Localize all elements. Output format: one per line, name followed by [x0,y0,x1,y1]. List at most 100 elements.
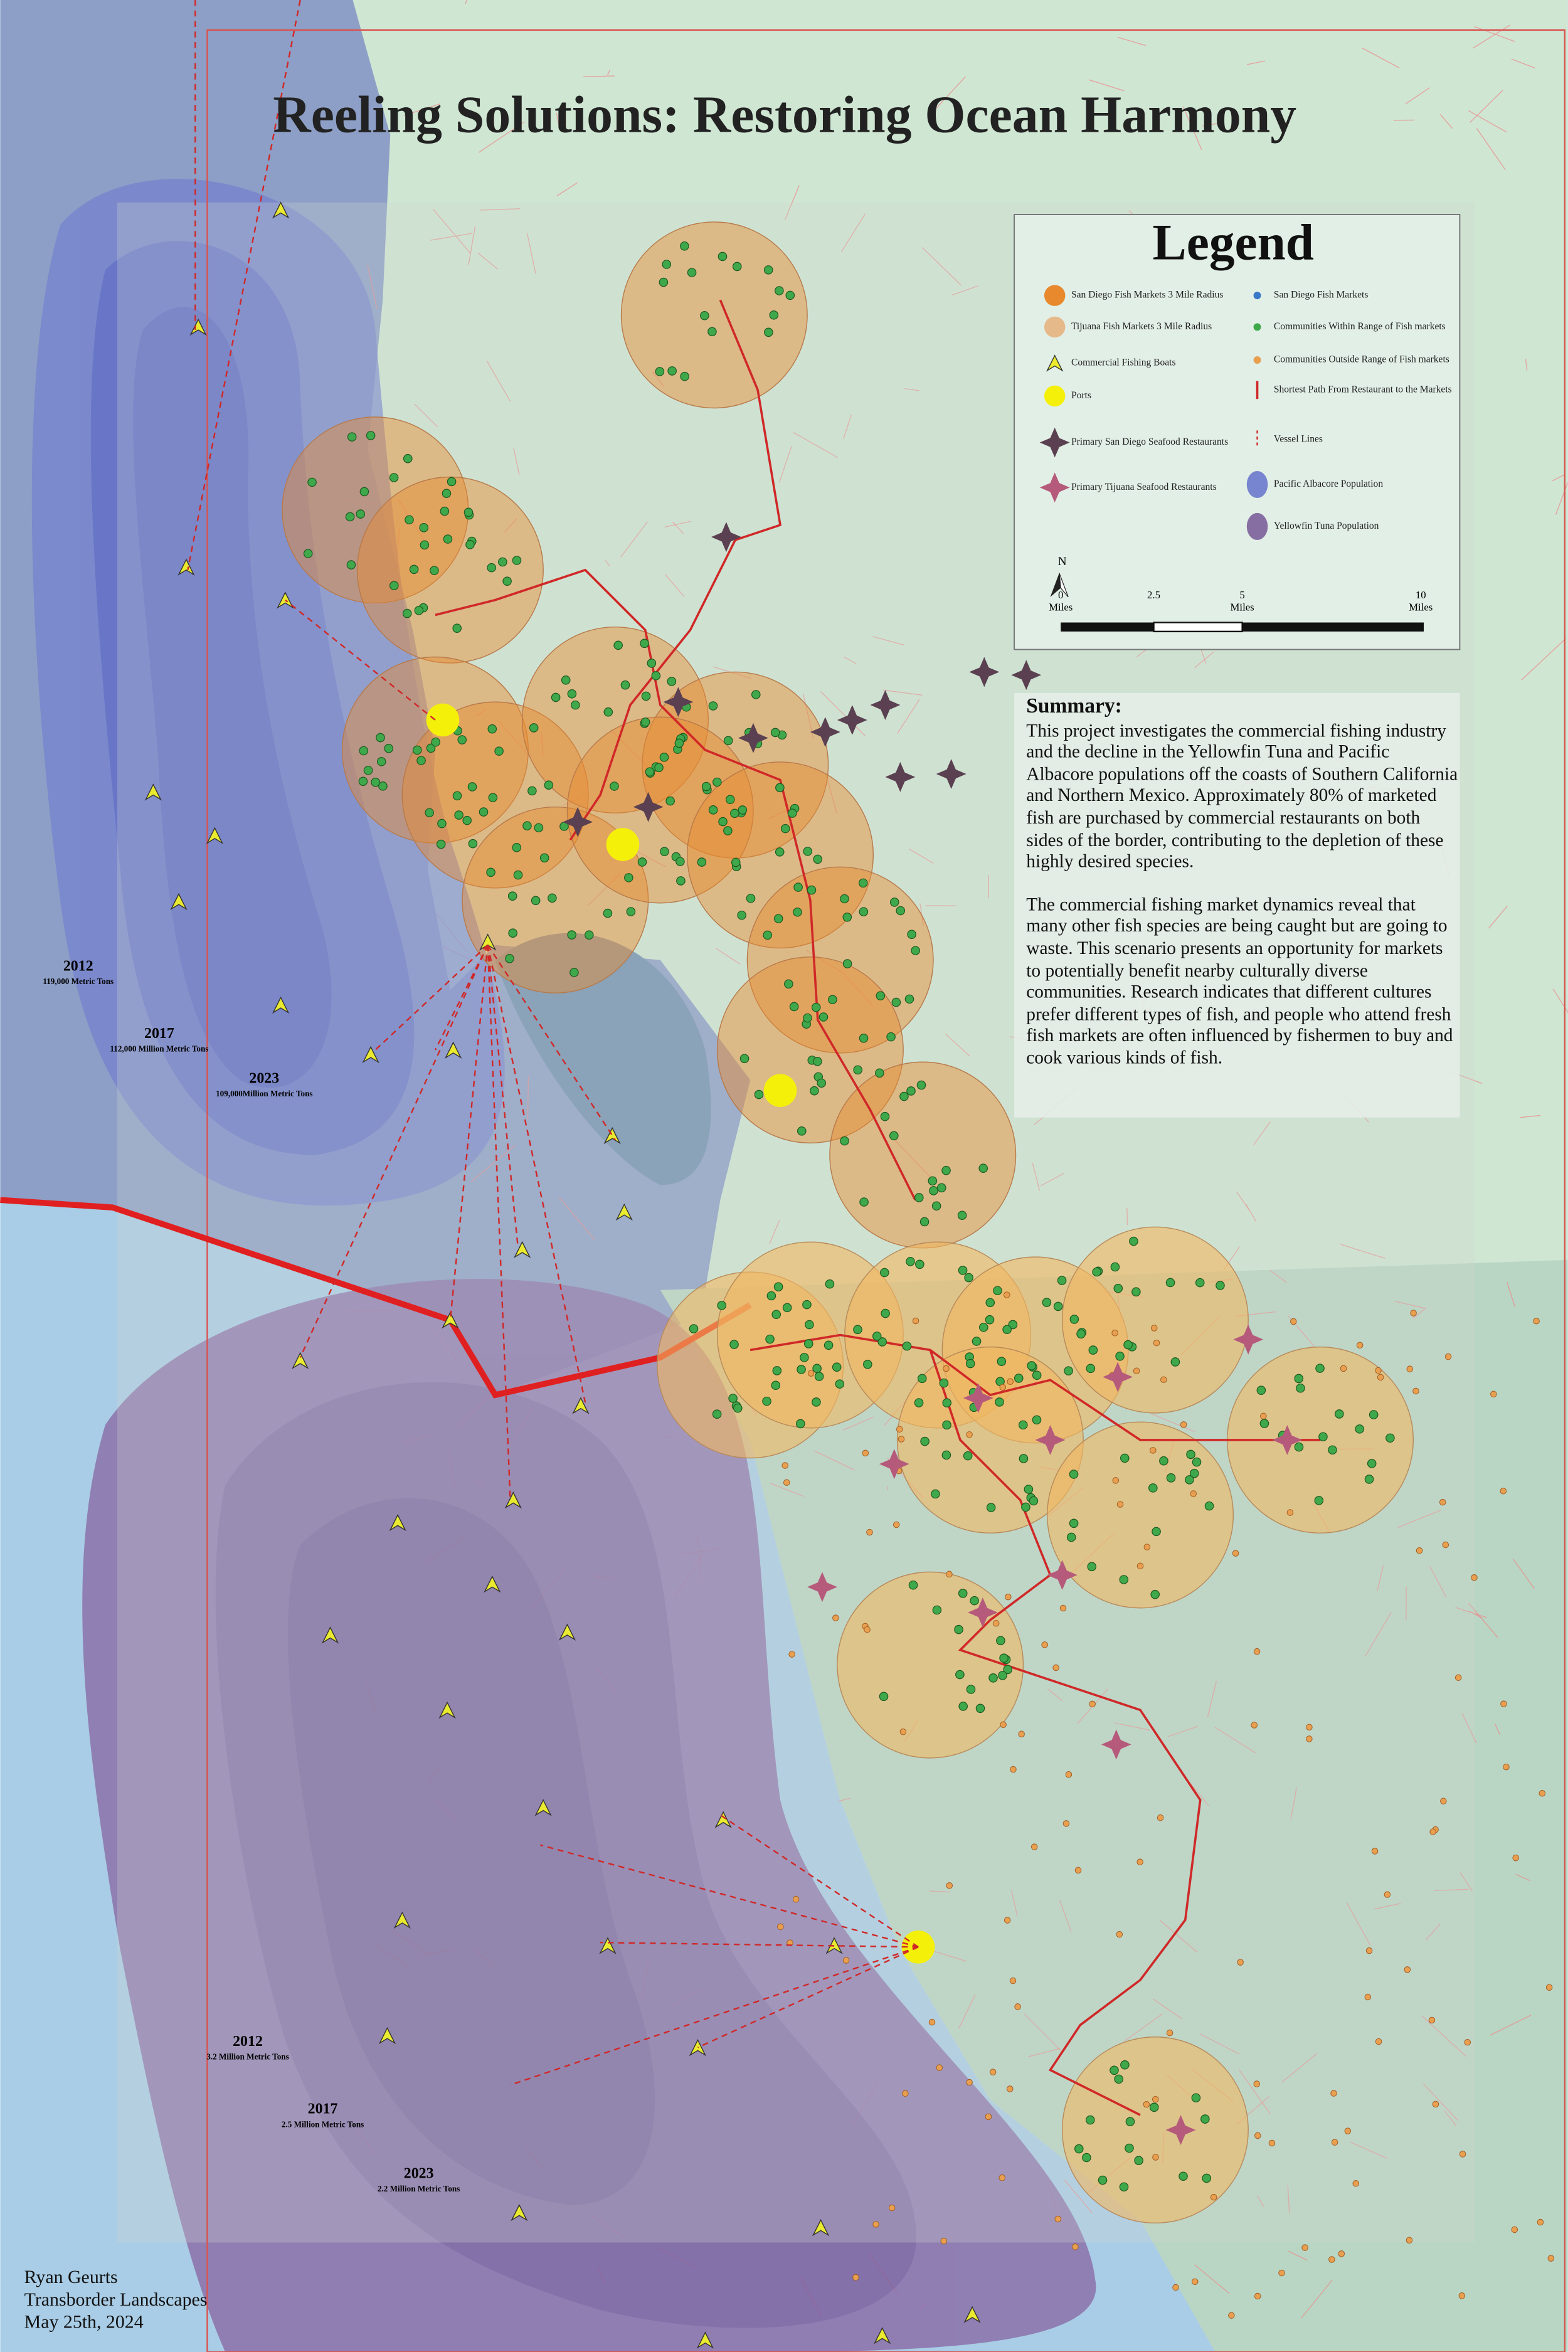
community-dot [708,701,718,711]
community-dot [426,743,436,753]
community-dot [805,1320,814,1330]
community-dot [464,507,474,517]
outside-dot [872,2221,879,2228]
outside-dot [1290,1318,1297,1325]
outside-dot [1429,1828,1436,1835]
road [1064,2180,1093,2213]
community-dot [1259,1419,1269,1428]
community-dot [1076,1329,1086,1339]
community-dot [904,994,914,1004]
community-dot [414,606,424,615]
community-dot [963,1451,973,1461]
outside-dot [1352,2180,1360,2187]
outside-dot [896,1426,903,1433]
community-dot [917,1374,927,1384]
road [958,1994,976,2029]
outside-dot [1406,1365,1414,1372]
road [1190,1783,1209,1806]
sd-restaurant [810,717,840,748]
community-dot [1131,1287,1141,1297]
community-dot [825,1279,835,1289]
community-dot [1057,1276,1067,1285]
community-dot [906,1257,915,1266]
outside-dot [1500,1700,1507,1707]
community-dot [914,1193,924,1202]
community-dot [412,745,422,755]
boat [292,1352,309,1370]
community-dot [610,781,619,791]
scale-unit: Miles [1409,601,1433,613]
outside-dot [1007,1378,1014,1385]
outside-dot [1545,1984,1553,1991]
outside-dot [1539,1790,1546,1797]
community-dot [1120,1453,1130,1463]
road [1511,58,1535,69]
community-dot [539,853,549,863]
sd-restaurant [870,690,901,720]
community-dot [303,549,313,558]
tj-radius [1061,2037,1249,2224]
community-dot [1066,1532,1076,1542]
community-dot [561,675,571,685]
outside-dot [866,1528,873,1536]
legend-label: Shortest Path From Restaurant to the Mar… [1274,384,1452,395]
outside-dot [888,2204,896,2212]
community-dot [785,290,795,300]
community-dot [996,1636,1005,1646]
summary-paragraph: The commercial fishing market dynamics r… [1026,893,1453,1068]
outside-dot [1268,2139,1276,2147]
community-dot [457,735,467,744]
community-dot [452,791,462,801]
community-dot [998,1671,1007,1680]
road [1346,1902,1371,1946]
road [930,76,967,115]
community-dot [603,707,613,717]
road [1194,2264,1230,2294]
legend-label: Primary Tijuana Seafood Restaurants [1071,482,1217,492]
north-arrow [1050,573,1061,597]
community-dot [1120,2060,1130,2070]
outside-dot [1330,2090,1337,2097]
outside-dot [1301,2244,1308,2251]
community-dot [405,515,414,525]
community-dot [840,1136,849,1146]
community-dot [356,509,366,519]
community-dot [366,431,376,440]
community-dot [958,1266,968,1275]
community-dot [780,824,790,834]
community-dot [919,1217,930,1227]
legend-icon [1246,512,1268,540]
road [908,848,934,864]
scale-label: 10 [1416,589,1426,601]
outside-dot [1306,1724,1313,1730]
community-dot [402,608,412,618]
road [1207,1680,1217,1717]
boat [321,1626,339,1644]
outside-dot [1009,1977,1017,1984]
community-dot [645,767,655,776]
community-dot [674,738,684,748]
community-dot [718,817,728,827]
community-dot [1069,1470,1079,1479]
sd-restaurant [969,657,1000,687]
outside-dot [1416,1547,1423,1554]
community-dot [835,1379,845,1389]
community-dot [877,1337,887,1347]
community-dot [766,1291,776,1301]
community-dot [782,1303,792,1313]
boat [558,1623,576,1641]
community-dot [419,523,429,532]
community-dot [1314,1496,1324,1505]
outside-dot [1410,1310,1417,1316]
community-dot [915,1259,924,1269]
community-dot [1024,1485,1034,1494]
community-dot [832,1362,842,1372]
community-dot [1294,1374,1304,1384]
legend-label: Ports [1071,390,1091,401]
community-dot [966,1685,976,1694]
community-dot [1195,1278,1205,1288]
boat [206,827,224,844]
road [1515,1873,1531,1882]
